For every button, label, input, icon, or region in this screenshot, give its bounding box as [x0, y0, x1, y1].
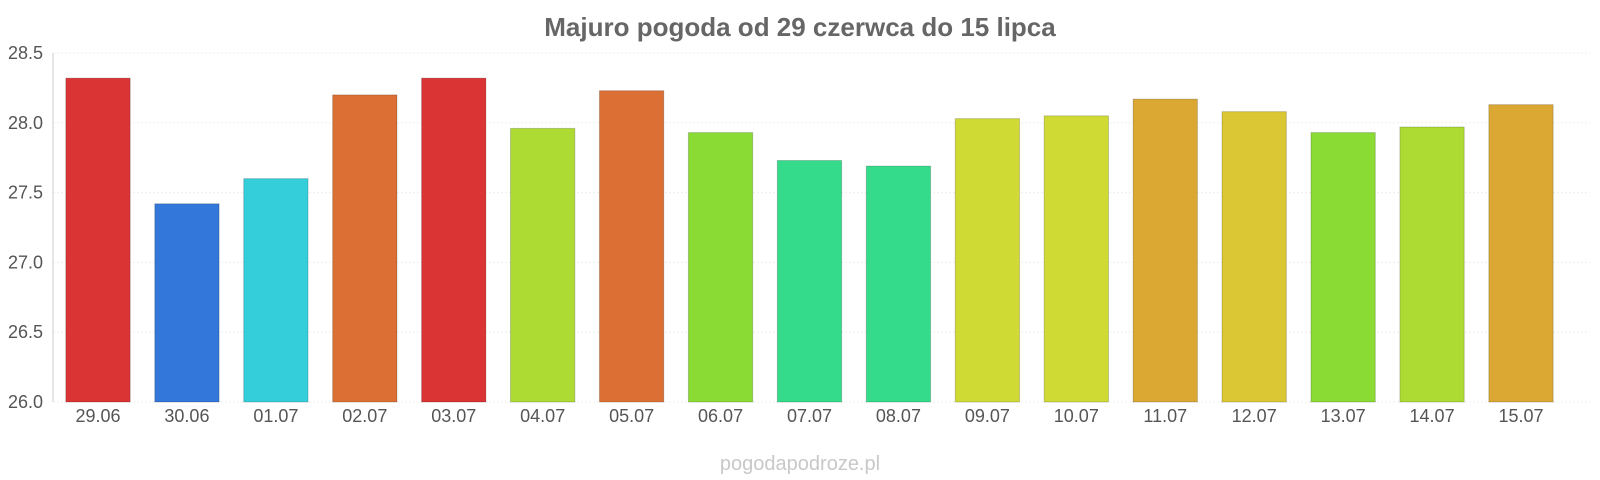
bar-09.07: [954, 118, 1021, 403]
bar-13.07: [1310, 132, 1376, 403]
y-tick-label: 26.5: [8, 322, 43, 342]
bar-06.07: [687, 132, 754, 403]
bar-03.07: [421, 77, 487, 403]
bar-14.07: [1399, 126, 1465, 403]
y-tick-label: 27.5: [8, 183, 43, 203]
bar-11.07: [1132, 98, 1198, 403]
bar-29.06: [65, 77, 131, 403]
x-axis-ticks: 29.06 30.06 01.07 02.07 03.07 04.07 05.07 06.07…: [75, 406, 1543, 426]
chart-title: Majuro pogoda od 29 czerwca do 15 lipca: [544, 12, 1056, 42]
x-tick-label: 01.07: [253, 406, 298, 426]
bars: [65, 77, 1554, 403]
bar-15.07: [1488, 104, 1554, 403]
x-tick-label: 05.07: [609, 406, 654, 426]
bar-05.07: [598, 90, 665, 403]
bar-12.07: [1221, 111, 1287, 403]
x-tick-label: 07.07: [787, 406, 832, 426]
x-tick-label: 10.07: [1054, 406, 1099, 426]
bar-04.07: [510, 127, 576, 403]
x-tick-label: 14.07: [1410, 406, 1455, 426]
bar-30.06: [154, 203, 220, 403]
bar-01.07: [243, 178, 309, 403]
x-tick-label: 15.07: [1498, 406, 1543, 426]
bar-02.07: [332, 94, 398, 403]
y-tick-label: 26.0: [8, 392, 43, 412]
x-tick-label: 12.07: [1232, 406, 1277, 426]
x-tick-label: 06.07: [698, 406, 743, 426]
x-tick-label: 09.07: [965, 406, 1010, 426]
x-tick-label: 11.07: [1143, 406, 1187, 426]
y-tick-label: 28.5: [8, 43, 43, 63]
x-tick-label: 02.07: [342, 406, 387, 426]
x-tick-label: 08.07: [876, 406, 921, 426]
y-axis-ticks: 26.0 26.5 27.0 27.5 28.0 28.5: [8, 43, 43, 412]
x-tick-label: 04.07: [520, 406, 565, 426]
bar-08.07: [865, 165, 932, 403]
y-tick-label: 27.0: [8, 252, 43, 272]
y-tick-label: 28.0: [8, 113, 43, 133]
bar-10.07: [1043, 115, 1109, 403]
x-tick-label: 30.06: [164, 406, 209, 426]
x-tick-label: 03.07: [431, 406, 476, 426]
bar-07.07: [776, 159, 843, 403]
source-credit: pogodapodroze.pl: [720, 453, 880, 475]
x-tick-label: 29.06: [75, 406, 120, 426]
x-tick-label: 13.07: [1321, 406, 1366, 426]
